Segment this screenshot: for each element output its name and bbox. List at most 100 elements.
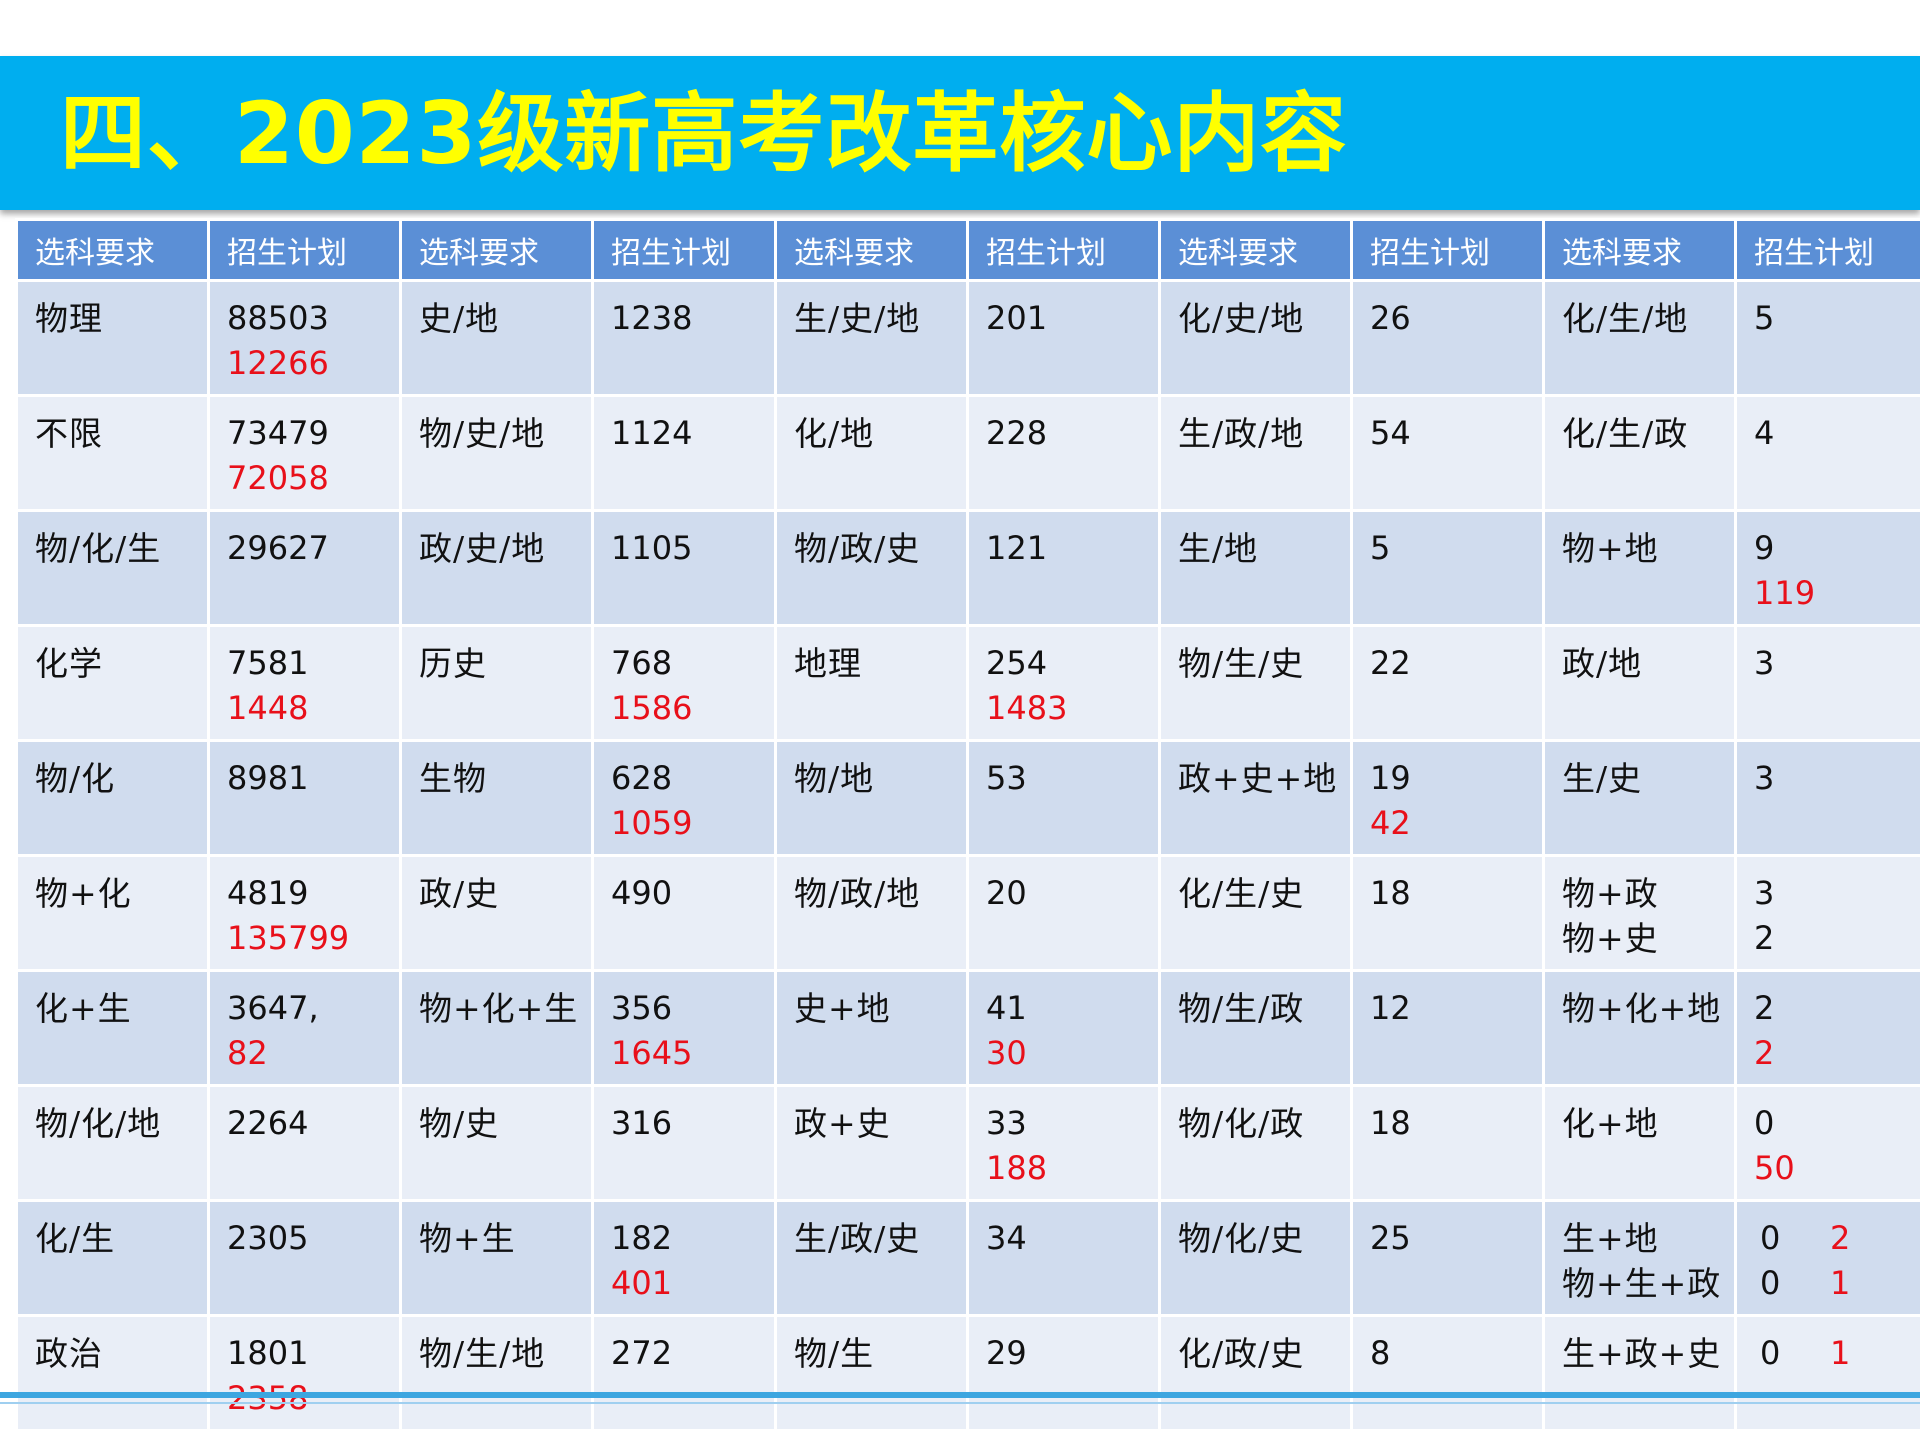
plan-value: 628	[611, 759, 673, 797]
plan-value: 8981	[227, 759, 309, 797]
subject-cell: 生/史/地	[777, 282, 966, 394]
subject-label: 物+生+政	[1562, 1264, 1722, 1303]
plan-value: 5	[1754, 299, 1775, 337]
table-body: 物理 88503 12266 史/地 1238 生/史/地 201 化/史/地 26 化/生/地 5…	[18, 282, 1920, 1429]
plan-value: 26	[1370, 299, 1411, 337]
plan-cell: 34	[969, 1202, 1158, 1314]
subject-label: 物/生	[794, 1334, 875, 1373]
subject-cell: 政治	[18, 1317, 207, 1429]
subject-cell: 物/化/政	[1161, 1087, 1350, 1199]
subject-label: 政/史/地	[419, 529, 546, 568]
plan-value-highlight: 1448	[227, 689, 309, 727]
subject-cell: 政/史/地	[402, 512, 591, 624]
subject-label: 物+政	[1562, 874, 1659, 913]
subject-cell: 生/地	[1161, 512, 1350, 624]
plan-cell: 3647, 82	[210, 972, 399, 1084]
subject-label: 化/生/史	[1178, 874, 1305, 913]
subject-cell: 化/地	[777, 397, 966, 509]
subject-cell: 生+政+史	[1545, 1317, 1734, 1429]
subject-label: 物/政/地	[794, 874, 921, 913]
plan-value: 29	[986, 1334, 1027, 1372]
plan-cell: 73479 72058	[210, 397, 399, 509]
plan-value-highlight: 2358	[227, 1379, 309, 1417]
plan-cell: 19 42	[1353, 742, 1542, 854]
plan-value: 228	[986, 414, 1048, 452]
plan-value: 53	[986, 759, 1027, 797]
plan-value: 29627	[227, 529, 329, 567]
subject-cell: 化/生/地	[1545, 282, 1734, 394]
subject-label: 历史	[419, 644, 487, 683]
plan-value-highlight: 119	[1754, 574, 1816, 612]
plan-value: 5	[1370, 529, 1391, 567]
subject-cell: 物+化+地	[1545, 972, 1734, 1084]
subject-label: 物/化/史	[1178, 1219, 1305, 1258]
subject-label: 生/史	[1562, 759, 1643, 798]
plan-value: 1105	[611, 529, 693, 567]
plan-cell: 5	[1737, 282, 1920, 394]
table-row: 物+化 4819 135799 政/史 490 物/政/地 20 化/生/史 18 物+政 物+史 3…	[18, 857, 1920, 969]
subject-cell: 物/生/史	[1161, 627, 1350, 739]
plan-value: 3	[1754, 644, 1775, 682]
plan-value: 4819	[227, 874, 309, 912]
title-band: 四、2023级新高考改革核心内容	[0, 56, 1920, 210]
subject-label: 化学	[35, 644, 103, 683]
plan-value: 12	[1370, 989, 1411, 1027]
subject-label: 物/化	[35, 759, 116, 798]
header-subject-requirement: 选科要求	[18, 221, 207, 279]
plan-value: 768	[611, 644, 673, 682]
plan-cell: 3	[1737, 627, 1920, 739]
plan-value: 254	[986, 644, 1048, 682]
subject-label: 政治	[35, 1334, 103, 1373]
plan-cell: 8981	[210, 742, 399, 854]
subject-cell: 物理	[18, 282, 207, 394]
plan-value: 3	[1754, 759, 1775, 797]
plan-value: 73479	[227, 414, 329, 452]
subject-cell: 生+地物+生+政	[1545, 1202, 1734, 1314]
subject-cell: 化/史/地	[1161, 282, 1350, 394]
subject-label: 化/地	[794, 414, 875, 453]
subject-label: 物/生/政	[1178, 989, 1305, 1028]
plan-value: 272	[611, 1334, 673, 1372]
table-row: 物理 88503 12266 史/地 1238 生/史/地 201 化/史/地 26 化/生/地 5	[18, 282, 1920, 394]
subject-cell: 物+政 物+史	[1545, 857, 1734, 969]
subject-cell: 历史	[402, 627, 591, 739]
subject-cell: 史/地	[402, 282, 591, 394]
subject-cell: 物/生/政	[1161, 972, 1350, 1084]
plan-value-highlight: 42	[1370, 804, 1411, 842]
subject-label: 史/地	[419, 299, 500, 338]
plan-value: 1124	[611, 414, 693, 452]
subject-label: 物/生/史	[1178, 644, 1305, 683]
plan-value: 7581	[227, 644, 309, 682]
subject-cell: 政+史+地	[1161, 742, 1350, 854]
plan-value: 3647,	[227, 989, 319, 1027]
plan-value: 1238	[611, 299, 693, 337]
subject-cell: 生/政/史	[777, 1202, 966, 1314]
subject-cell: 物/生	[777, 1317, 966, 1429]
subject-cell: 生/史	[1545, 742, 1734, 854]
subject-cell: 物/化/地	[18, 1087, 207, 1199]
plan-value-highlight: 1	[1830, 1334, 1851, 1372]
subject-cell: 物+化+生	[402, 972, 591, 1084]
subject-cell: 物/史/地	[402, 397, 591, 509]
subject-label: 生+地	[1562, 1219, 1659, 1258]
subject-label: 物+化+生	[419, 989, 579, 1028]
plan-value-highlight: 1	[1830, 1264, 1851, 1302]
plan-cell: 9 119	[1737, 512, 1920, 624]
plan-cell: 33 188	[969, 1087, 1158, 1199]
plan-cell: 628 1059	[594, 742, 774, 854]
header-enrollment-plan: 招生计划	[1737, 221, 1920, 279]
plan-value: 2264	[227, 1104, 309, 1142]
subject-cell: 生物	[402, 742, 591, 854]
plan-value: 2305	[227, 1219, 309, 1257]
subject-label: 化/生/地	[1562, 299, 1689, 338]
page-title: 四、2023级新高考改革核心内容	[60, 84, 1348, 184]
subject-label: 物+地	[1562, 529, 1659, 568]
plan-value-highlight: 50	[1754, 1149, 1795, 1187]
plan-cell: 26	[1353, 282, 1542, 394]
header-subject-requirement: 选科要求	[1545, 221, 1734, 279]
plan-value-highlight: 30	[986, 1034, 1027, 1072]
subject-cell: 物/地	[777, 742, 966, 854]
